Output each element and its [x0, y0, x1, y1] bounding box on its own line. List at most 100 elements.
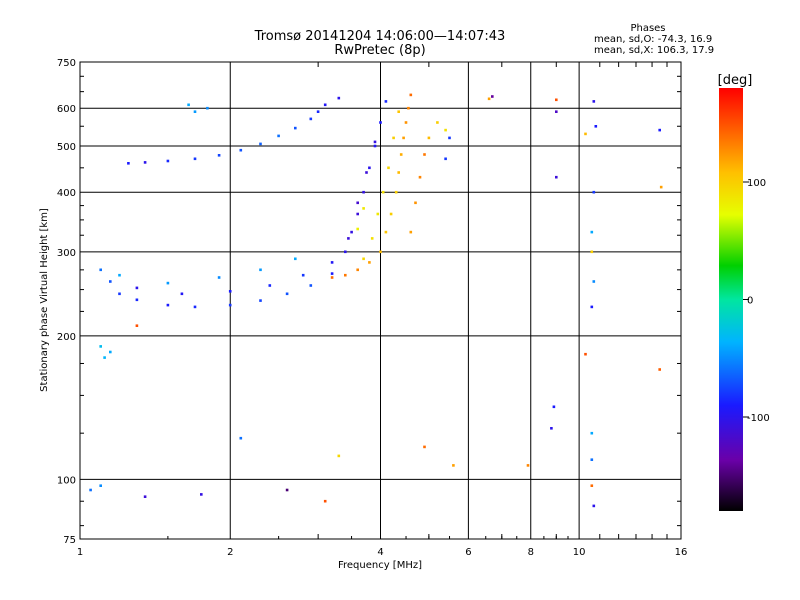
echo-point-o — [143, 495, 147, 498]
echo-point-o — [330, 261, 334, 264]
colorbar — [719, 88, 743, 511]
echo-point-o — [268, 284, 272, 287]
echo-point-o — [350, 230, 353, 234]
grid-layer — [80, 62, 681, 539]
echo-point-o — [217, 276, 221, 279]
echo-point-x — [555, 98, 558, 102]
x-tick-label: 2 — [227, 547, 233, 558]
echo-point-o — [337, 96, 341, 100]
echo-point-o — [206, 106, 209, 110]
echo-point-o — [590, 305, 594, 309]
echo-point-x — [397, 171, 400, 174]
points-layer — [89, 93, 663, 508]
echo-point-o — [118, 273, 121, 277]
echo-point-o — [294, 257, 297, 261]
echo-point-o — [362, 190, 365, 194]
echo-point-o — [135, 286, 139, 290]
echo-point-x — [409, 230, 413, 234]
echo-point-x — [368, 261, 371, 264]
y-ticks: 75 100 200 300 400 500 600 750 — [57, 58, 681, 546]
echo-point-x — [659, 185, 663, 189]
echo-point-o — [109, 280, 112, 283]
echo-point-x — [407, 106, 410, 110]
echo-point-o — [323, 103, 327, 107]
colorbar-unit: [deg] — [718, 73, 753, 88]
echo-point-o — [294, 126, 297, 130]
y-tick-label: 750 — [57, 58, 76, 69]
echo-point-o — [365, 171, 368, 174]
x-tick-label: 8 — [528, 547, 534, 558]
echo-point-o — [592, 504, 596, 508]
echo-point-x — [427, 136, 431, 140]
echo-point-o — [193, 157, 197, 161]
echo-point-o — [555, 175, 558, 179]
echo-point-x — [376, 212, 380, 216]
echo-point-o — [143, 161, 147, 164]
echo-point-x — [404, 121, 408, 124]
colorbar-tick-label: 100 — [747, 178, 766, 189]
echo-point-x — [323, 499, 327, 503]
echo-point-o — [555, 110, 558, 113]
echo-point-o — [180, 292, 184, 296]
echo-point-x — [658, 368, 661, 371]
chart-title: Tromsø 20141204 14:06:00—14:07:43 — [254, 29, 506, 44]
echo-point-o — [166, 303, 170, 307]
echo-point-o — [347, 237, 350, 240]
echo-point-x — [397, 110, 400, 113]
x-ticks: 1 2 4 6 8 10 16 — [77, 62, 688, 558]
echo-point-o — [550, 427, 553, 430]
echo-point-o — [368, 166, 371, 170]
echo-point-o — [309, 284, 313, 287]
echo-point-x — [362, 257, 365, 261]
echo-point-x — [423, 445, 426, 449]
echo-point-o — [590, 230, 594, 234]
echo-point-x — [392, 136, 395, 140]
echo-point-o — [344, 250, 347, 254]
echo-point-x — [356, 227, 359, 231]
x-tick-label: 16 — [675, 547, 688, 558]
echo-point-o — [379, 121, 382, 124]
echo-point-o — [594, 125, 598, 128]
echo-point-x — [444, 128, 447, 132]
echo-point-o — [285, 292, 289, 296]
chart-subtitle: RwPretec (8p) — [334, 43, 425, 58]
echo-point-x — [135, 324, 139, 327]
echo-point-o — [552, 405, 556, 409]
echo-point-o — [259, 142, 262, 146]
echo-point-x — [362, 207, 365, 210]
echo-point-o — [356, 212, 359, 216]
echo-point-o — [259, 268, 262, 272]
echo-point-o — [301, 273, 305, 277]
echo-point-o — [277, 134, 280, 138]
echo-point-o — [384, 100, 388, 103]
colorbar-ticks: 100 0 -100 — [743, 178, 770, 424]
echo-point-x — [584, 132, 587, 136]
echo-point-o — [373, 140, 377, 144]
echo-point-o — [285, 488, 289, 492]
echo-point-o — [89, 488, 92, 492]
x-tick-label: 10 — [573, 547, 586, 558]
echo-point-o — [239, 148, 243, 152]
echo-point-o — [491, 95, 494, 98]
echo-point-o — [200, 493, 203, 496]
echo-point-o — [166, 281, 170, 285]
y-tick-label: 300 — [57, 248, 76, 259]
echo-point-o — [356, 201, 359, 205]
echo-point-o — [590, 458, 594, 461]
echo-point-x — [389, 212, 393, 216]
y-tick-label: 100 — [57, 475, 76, 486]
echo-point-o — [373, 144, 377, 148]
echo-point-x — [418, 175, 422, 179]
echo-point-o — [444, 157, 447, 161]
y-tick-label: 75 — [63, 535, 76, 546]
echo-point-o — [658, 128, 661, 132]
colorbar-tick-label: 0 — [747, 296, 753, 307]
echo-point-o — [309, 117, 313, 121]
echo-point-o — [239, 436, 243, 440]
echo-point-o — [193, 110, 197, 113]
echo-point-o — [99, 268, 102, 272]
echo-point-o — [592, 100, 596, 103]
echo-point-x — [330, 276, 334, 279]
echo-point-o — [166, 159, 170, 163]
